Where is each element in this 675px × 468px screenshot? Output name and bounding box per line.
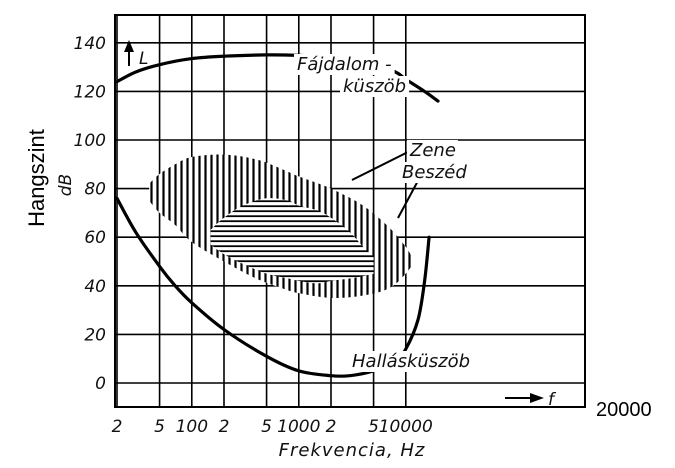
x-tick-label-2: 100 xyxy=(176,417,208,437)
beszed-leader xyxy=(397,176,421,219)
x-tick-label-0: 2 xyxy=(112,417,123,437)
y-axis-inner-title: dB xyxy=(56,174,76,196)
fajdalom-label: Fájdalom - xyxy=(297,54,392,75)
x-tick-label-6: 2 xyxy=(326,417,337,437)
zene-leader xyxy=(351,151,409,181)
zene-label-bg xyxy=(407,140,458,161)
zene-label: Zene xyxy=(409,140,456,161)
y-axis-outer-title: Hangszint xyxy=(24,129,49,227)
y-tick-label-4: 80 xyxy=(84,180,106,200)
y-tick-label-7: 140 xyxy=(74,34,106,54)
y-tick-label-1: 20 xyxy=(84,325,106,345)
beszed-label: Beszéd xyxy=(402,162,467,183)
x-tick-label-7: 5 xyxy=(368,417,379,437)
y-axis-marker: L xyxy=(139,49,148,69)
hallaskuszob-label-bg xyxy=(349,351,474,372)
x-axis-title: Frekvencia, Hz xyxy=(279,440,426,461)
y-tick-label-5: 100 xyxy=(74,131,106,151)
y-tick-label-2: 40 xyxy=(84,277,106,297)
x-arrow-head xyxy=(530,393,544,403)
plot-frame xyxy=(114,14,586,408)
x-tick-label-8: 10000 xyxy=(379,417,433,437)
kuszob-label: küszöb xyxy=(343,76,406,97)
y-tick-label-6: 120 xyxy=(74,82,106,102)
x-extra-label: 20000 xyxy=(596,399,652,421)
kuszob-label-bg xyxy=(340,76,410,97)
x-tick-label-3: 2 xyxy=(219,417,230,437)
x-tick-label-5: 1000 xyxy=(277,417,320,437)
beszed-label-bg xyxy=(400,162,470,183)
y-tick-label-0: 0 xyxy=(95,374,106,394)
x-tick-label-1: 5 xyxy=(154,417,165,437)
region-beszed xyxy=(210,198,374,284)
y-arrow-head xyxy=(124,40,134,52)
fajdalom-label-bg xyxy=(294,54,395,75)
x-tick-label-4: 5 xyxy=(261,417,272,437)
x-axis-marker: f xyxy=(548,390,557,410)
hallaskuszob-line xyxy=(115,196,431,378)
hallaskuszob-label: Hallásküszöb xyxy=(352,351,470,372)
y-tick-label-3: 60 xyxy=(84,228,106,248)
